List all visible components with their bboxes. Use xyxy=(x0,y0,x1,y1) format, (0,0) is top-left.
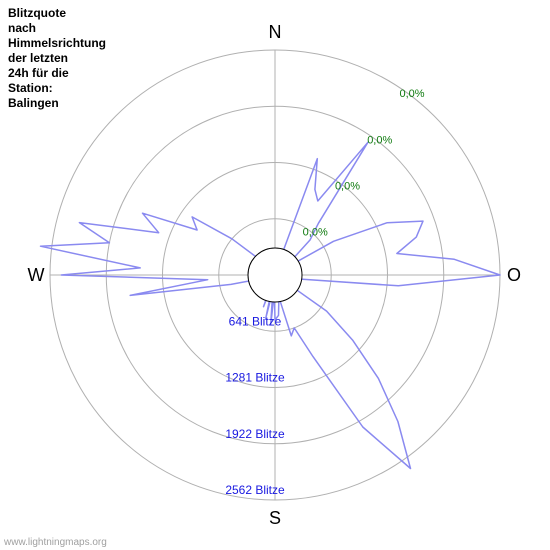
footer-credit: www.lightningmaps.org xyxy=(4,537,107,548)
ring-label-blitze: 641 Blitze xyxy=(229,314,282,328)
axis-label-s: S xyxy=(269,508,281,528)
center-hole xyxy=(248,248,302,302)
polar-chart-svg: N S O W 641 Blitze 1281 Blitze 1922 Blitze 2562… xyxy=(0,0,550,550)
axis-label-w: W xyxy=(28,265,45,285)
axis-label-n: N xyxy=(269,22,282,42)
ring-label-blitze: 1922 Blitze xyxy=(225,427,285,441)
ring-label-percent: 0,0% xyxy=(367,134,392,146)
ring-label-percent: 0,0% xyxy=(303,226,328,238)
axis-label-e: O xyxy=(507,265,521,285)
ring-label-blitze: 2562 Blitze xyxy=(225,483,285,497)
ring-label-percent: 0,0% xyxy=(335,180,360,192)
ring-label-blitze: 1281 Blitze xyxy=(225,371,285,385)
chart-container: Blitzquote nach Himmelsrichtung der letz… xyxy=(0,0,550,550)
ring-label-percent: 0,0% xyxy=(399,88,424,100)
